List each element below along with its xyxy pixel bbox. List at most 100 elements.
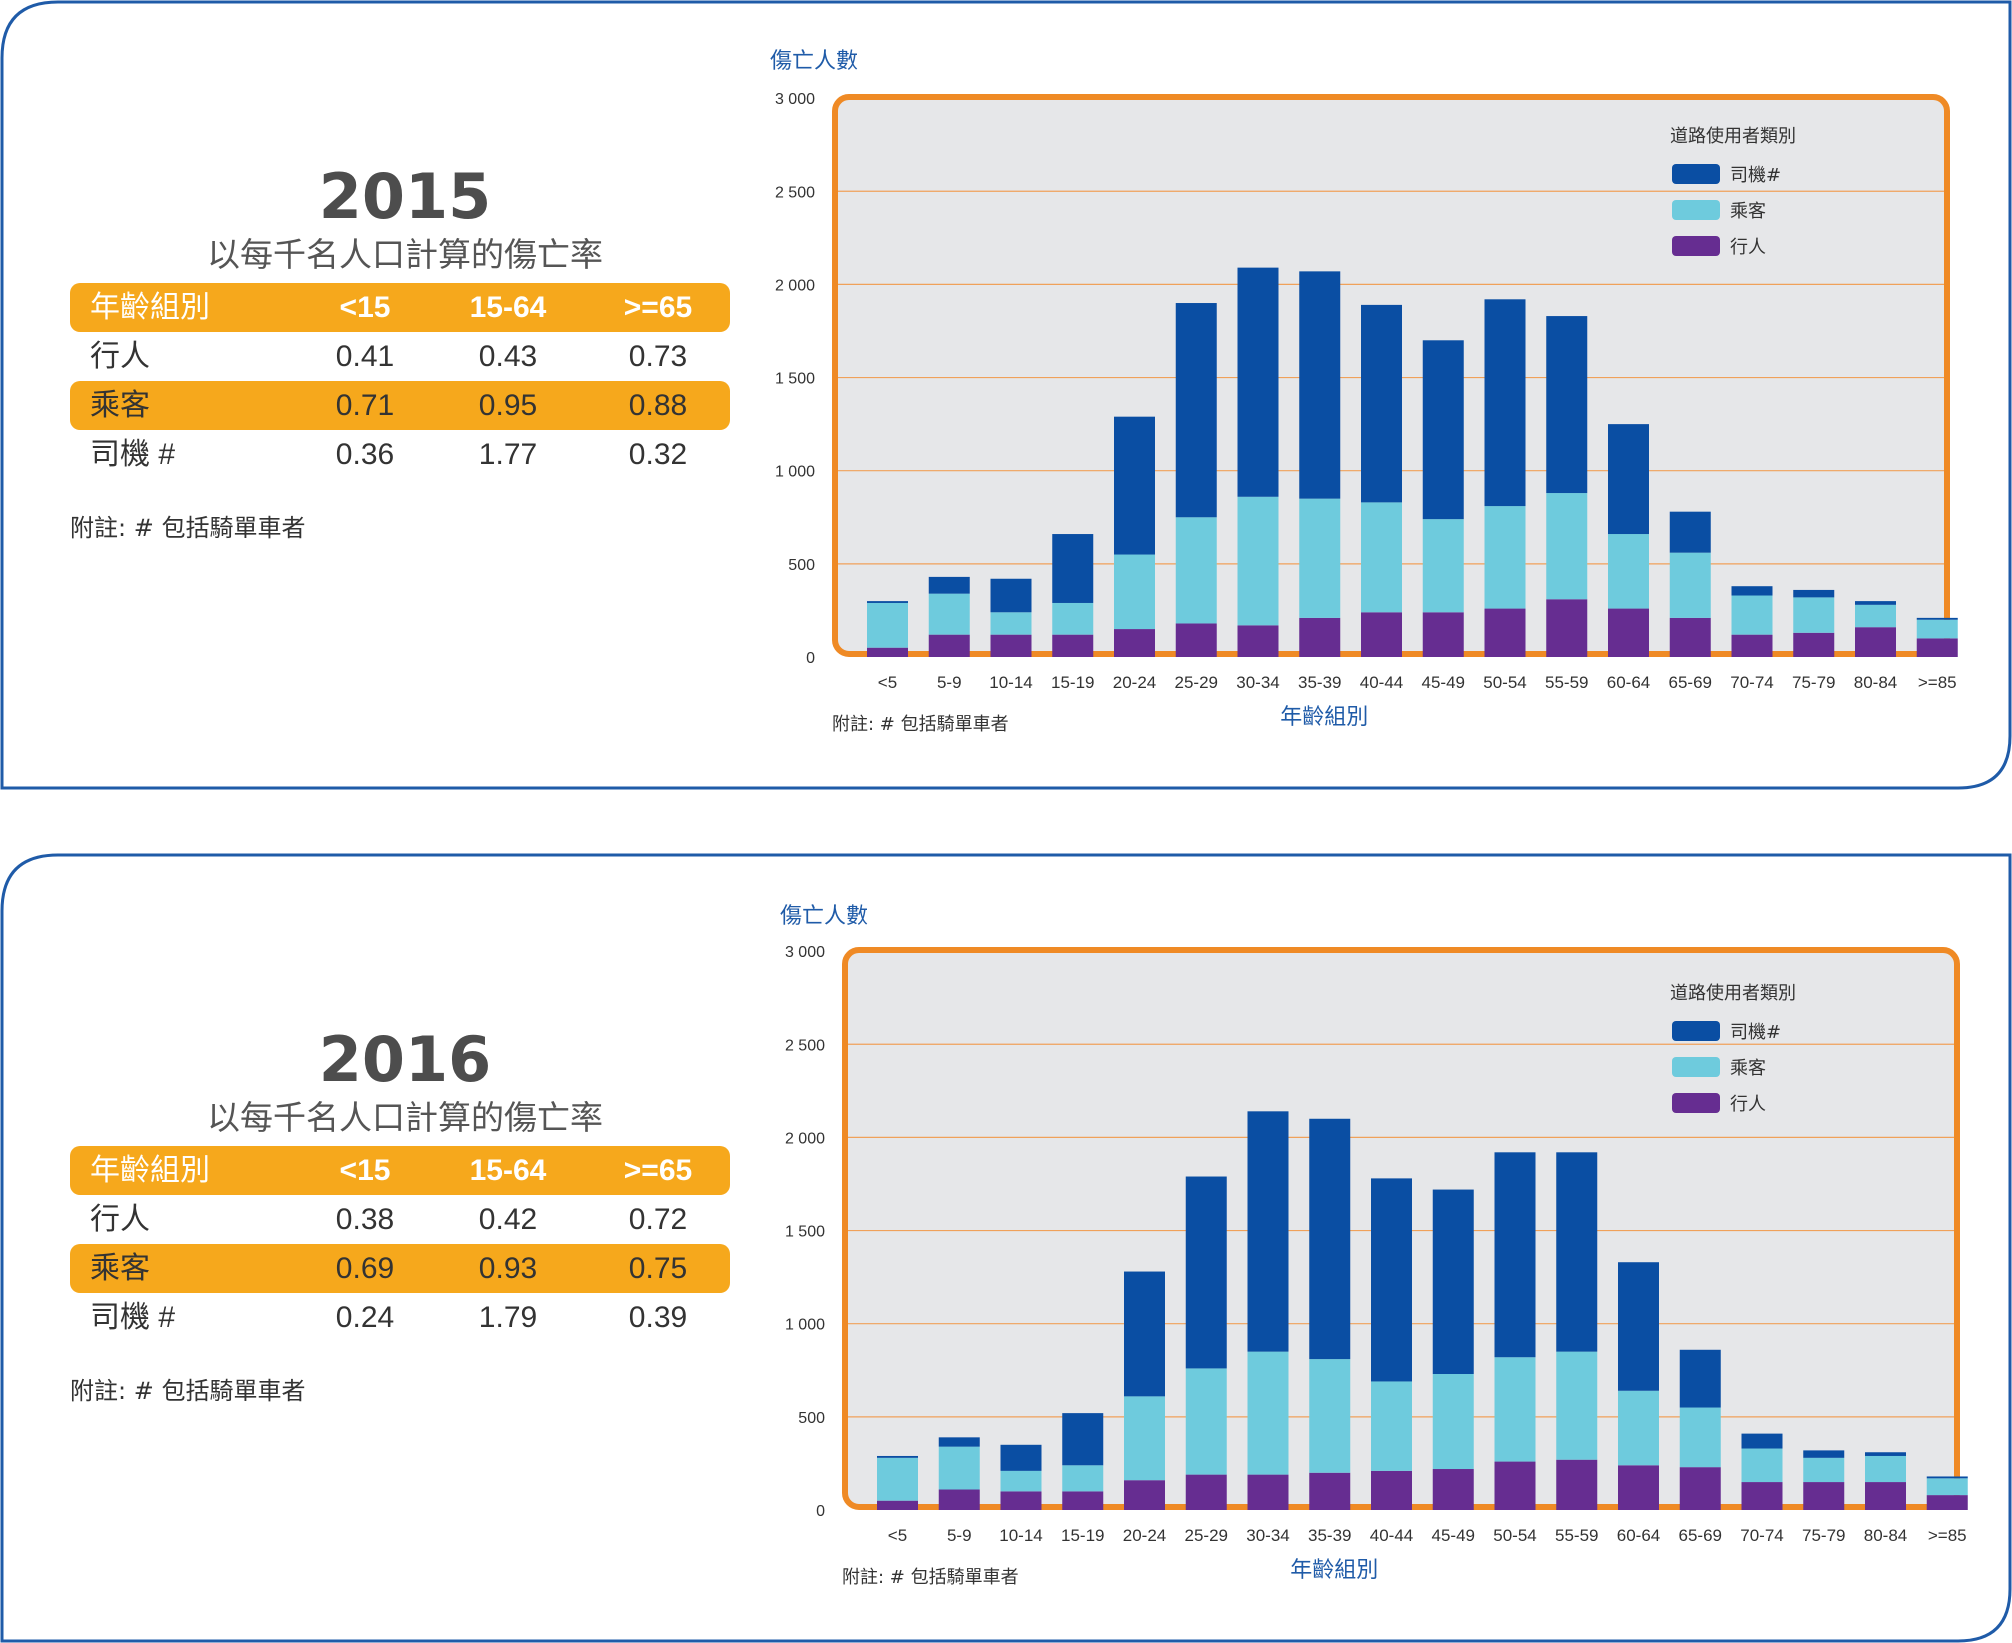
- cell-value: 0.39: [628, 1301, 688, 1334]
- x-tick-label: 10-14: [999, 1526, 1042, 1545]
- bar-segment-pedestrian: [1371, 1470, 1412, 1510]
- x-tick-label: 60-64: [1607, 673, 1650, 692]
- bar-segment-pedestrian: [1546, 599, 1588, 657]
- header-65-plus: >=65: [623, 291, 693, 324]
- bar-segment-driver: [1793, 589, 1835, 598]
- x-tick-label: 25-29: [1185, 1526, 1228, 1545]
- x-tick-label: 50-54: [1483, 673, 1526, 692]
- bar-segment-passenger: [1114, 554, 1155, 630]
- bar-segment-driver: [1556, 1152, 1598, 1352]
- bar-segment-passenger: [1803, 1457, 1845, 1483]
- legend-swatch-passenger: [1672, 200, 1720, 220]
- legend-label-driver: 司機#: [1730, 1022, 1781, 1043]
- rate-table: 年齡組別 <15 15-64 >=65 行人 0.41 0.43 0.73 乘客…: [70, 283, 730, 479]
- x-tick-label: 5-9: [947, 1526, 972, 1545]
- x-tick-label: >=85: [1928, 1526, 1967, 1545]
- bar-segment-passenger: [1494, 1357, 1536, 1462]
- bar-segment-pedestrian: [1679, 1467, 1721, 1510]
- x-tick-label: 45-49: [1432, 1526, 1475, 1545]
- header-under-15: <15: [339, 291, 391, 324]
- table-row-passenger: 乘客 0.71 0.95 0.88: [70, 381, 730, 430]
- bar-segment-pedestrian: [1185, 1474, 1227, 1510]
- x-tick-label: 80-84: [1864, 1526, 1907, 1545]
- bar-segment-passenger: [1237, 496, 1279, 626]
- x-tick-label: 15-19: [1051, 673, 1094, 692]
- bar-segment-driver: [1865, 1452, 1906, 1456]
- table-header-row: 年齡組別 <15 15-64 >=65: [70, 1146, 730, 1195]
- table-row-driver: 司機 # 0.36 1.77 0.32: [70, 430, 730, 479]
- bar-segment-passenger: [928, 593, 970, 635]
- bar-segment-driver: [1237, 267, 1279, 497]
- year-title: 2015: [318, 160, 492, 233]
- y-tick-label: 500: [798, 1410, 825, 1427]
- bar-segment-driver: [1546, 316, 1588, 494]
- bar-segment-passenger: [1185, 1368, 1227, 1475]
- y-tick-label: 0: [816, 1503, 825, 1520]
- legend-swatch-passenger: [1672, 1057, 1720, 1077]
- table-row-pedestrian: 行人 0.41 0.43 0.73: [70, 332, 730, 381]
- bar-segment-pedestrian: [1062, 1491, 1104, 1510]
- cell-value: 0.88: [628, 389, 688, 422]
- x-tick-label: 75-79: [1802, 1526, 1845, 1545]
- bar-segment-driver: [867, 601, 908, 603]
- cell-value: 0.95: [478, 389, 538, 422]
- bar-segment-driver: [1494, 1152, 1536, 1358]
- bar-segment-pedestrian: [1556, 1459, 1598, 1510]
- x-tick-label: 65-69: [1669, 673, 1712, 692]
- y-tick-label: 2 000: [785, 1130, 825, 1147]
- cell-value: 0.36: [335, 438, 395, 471]
- row-label: 行人: [90, 340, 150, 373]
- y-tick-label: 0: [806, 650, 815, 667]
- x-tick-label: <5: [878, 673, 897, 692]
- legend-title: 道路使用者類別: [1670, 983, 1796, 1004]
- bar-segment-pedestrian: [990, 634, 1032, 657]
- bar-segment-driver: [1247, 1111, 1289, 1352]
- y-tick-label: 1 500: [775, 371, 815, 388]
- chart-footnote: 附註: # 包括騎單車者: [832, 714, 1009, 735]
- bar-segment-passenger: [1299, 498, 1341, 618]
- table-row-driver: 司機 # 0.24 1.79 0.39: [70, 1293, 730, 1342]
- bar-segment-driver: [1669, 511, 1711, 553]
- bar-segment-pedestrian: [1803, 1482, 1845, 1510]
- bar-segment-driver: [1855, 601, 1896, 605]
- bar-segment-passenger: [1052, 602, 1094, 635]
- x-tick-label: 75-79: [1792, 673, 1835, 692]
- x-tick-label: 20-24: [1123, 1526, 1166, 1545]
- legend-label-pedestrian: 行人: [1730, 1094, 1766, 1115]
- panel-border: [0, 853, 2012, 1643]
- x-tick-label: 15-19: [1061, 1526, 1104, 1545]
- cell-value: 0.69: [335, 1252, 395, 1285]
- y-tick-label: 2 000: [775, 277, 815, 294]
- bar-segment-passenger: [1855, 604, 1896, 628]
- header-age-group: 年齡組別: [90, 1154, 210, 1187]
- legend-swatch-pedestrian: [1672, 236, 1720, 256]
- bar-segment-driver: [1309, 1118, 1351, 1360]
- rate-table: 年齡組別 <15 15-64 >=65 行人 0.38 0.42 0.72 乘客…: [70, 1146, 730, 1342]
- cell-value: 0.38: [335, 1203, 395, 1236]
- bar-segment-driver: [1000, 1444, 1042, 1471]
- x-tick-label: 70-74: [1730, 673, 1773, 692]
- x-tick-label: 55-59: [1555, 1526, 1598, 1545]
- bar-segment-passenger: [1916, 619, 1958, 639]
- legend-title: 道路使用者類別: [1670, 126, 1796, 147]
- x-tick-label: 35-39: [1298, 673, 1341, 692]
- bar-segment-driver: [1062, 1413, 1104, 1466]
- y-axis-label: 傷亡人數: [780, 904, 868, 929]
- panel-2016: 2016 以每千名人口計算的傷亡率 年齡組別 <15 15-64 >=65 行人…: [0, 853, 2012, 1643]
- bar-segment-passenger: [1793, 597, 1835, 633]
- legend-label-passenger: 乘客: [1730, 201, 1766, 222]
- y-tick-label: 1 500: [785, 1224, 825, 1241]
- bar-segment-driver: [1916, 617, 1958, 620]
- cell-value: 0.73: [628, 340, 688, 373]
- header-15-64: 15-64: [469, 1154, 547, 1187]
- bar-segment-passenger: [1926, 1478, 1968, 1496]
- table-row-pedestrian: 行人 0.38 0.42 0.72: [70, 1195, 730, 1244]
- bar-segment-driver: [1175, 303, 1217, 518]
- bar-segment-driver: [1422, 340, 1464, 520]
- casualty-chart-2016: 傷亡人數 0 500 1 000 1 500 2 000 2 500 3 000 <5 5-9 10…: [780, 904, 1968, 1588]
- bar-segment-pedestrian: [1855, 627, 1896, 657]
- year-title: 2016: [318, 1023, 492, 1096]
- cell-value: 0.93: [478, 1252, 538, 1285]
- legend-label-pedestrian: 行人: [1730, 237, 1766, 258]
- bar-segment-passenger: [1741, 1448, 1783, 1483]
